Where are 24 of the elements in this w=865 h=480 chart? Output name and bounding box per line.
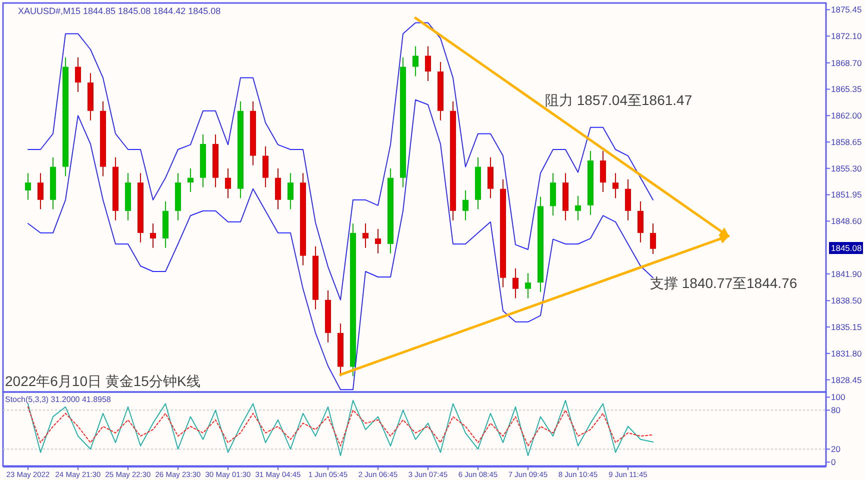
- annotation: 阻力 1857.04至1861.47: [545, 92, 692, 108]
- y-tick-label: 1848.60: [831, 216, 862, 226]
- y-tick-label: 1831.80: [831, 348, 862, 358]
- y-tick-label: 20: [831, 444, 841, 454]
- y-tick-label: 1858.65: [831, 136, 862, 147]
- chart-title: XAUUSD#,M15 1844.85 1845.08 1844.42 1845.08: [18, 6, 221, 16]
- y-tick-label: 1851.95: [831, 190, 862, 200]
- y-tick-label: 80: [831, 405, 841, 416]
- y-tick-label: 1855.30: [831, 163, 862, 174]
- y-tick-label: 1872.10: [831, 31, 862, 42]
- chart-title: Stoch(5,3,3) 31.2000 41.8958: [5, 395, 112, 404]
- y-tick-label: 1838.50: [831, 296, 862, 306]
- y-tick-label: 1875.45: [831, 4, 862, 15]
- y-tick-label: 1865.35: [831, 84, 862, 94]
- text: 1845.08: [831, 243, 862, 253]
- y-tick-label: 1868.70: [831, 58, 862, 68]
- annotation: 支撑 1840.77至1844.76: [650, 275, 798, 291]
- y-tick-label: 1835.15: [831, 322, 862, 332]
- y-tick-label: 1841.90: [831, 268, 862, 279]
- y-tick-label: 1862.00: [831, 110, 862, 121]
- y-tick-label: 0: [831, 457, 836, 468]
- annotation: 2022年6月10日 黄金15分钟K线: [5, 373, 200, 389]
- y-tick-label: 1828.45: [831, 374, 862, 385]
- y-tick-label: 100: [831, 392, 846, 402]
